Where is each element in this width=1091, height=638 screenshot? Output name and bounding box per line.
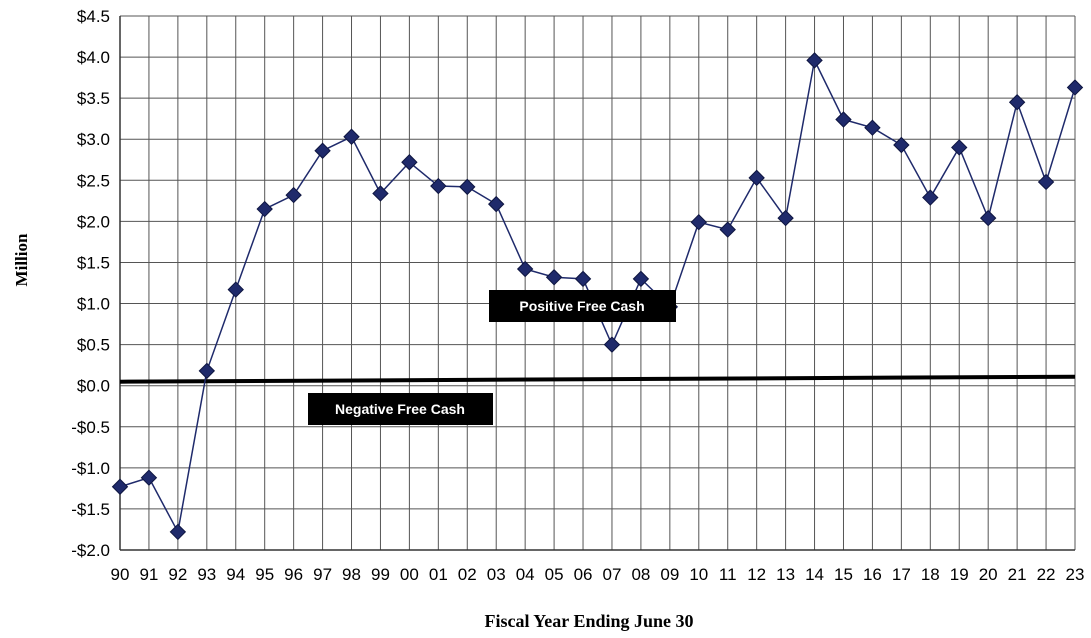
x-tick-label: 98 <box>342 565 361 584</box>
y-tick-label: $3.0 <box>77 130 110 149</box>
x-tick-label: 08 <box>631 565 650 584</box>
x-tick-label: 06 <box>574 565 593 584</box>
data-point-03 <box>488 195 505 213</box>
x-tick-label: 04 <box>516 565 535 584</box>
data-point-05 <box>545 269 563 286</box>
x-tick-labels: 90 91 92 93 94 95 96 97 98 99 00 01 02 03 04 05 06 07 08 09… <box>111 565 1085 584</box>
y-tick-label: $3.5 <box>77 89 110 108</box>
data-point-11 <box>719 221 736 238</box>
data-point-97 <box>314 142 331 159</box>
y-axis-title: Million <box>12 233 31 286</box>
x-tick-label: 12 <box>747 565 766 584</box>
x-tick-label: 00 <box>400 565 419 584</box>
x-tick-label: 05 <box>545 565 564 584</box>
data-point-93 <box>198 362 216 380</box>
data-point-10 <box>690 213 707 231</box>
x-tick-label: 94 <box>226 565 245 584</box>
data-point-18 <box>922 189 939 206</box>
data-point-99 <box>372 185 389 202</box>
data-point-02 <box>459 178 476 196</box>
data-point-16 <box>864 119 881 136</box>
data-point-95 <box>256 200 273 218</box>
y-tick-label: $0.5 <box>77 336 110 355</box>
annotation-negative-label: Negative Free Cash <box>335 401 465 417</box>
data-point-06 <box>574 270 592 288</box>
data-point-23 <box>1066 79 1084 96</box>
grid <box>119 15 1076 551</box>
x-tick-label: 92 <box>168 565 187 584</box>
x-tick-label: 17 <box>892 565 911 584</box>
x-tick-label: 90 <box>111 565 130 584</box>
y-tick-label: -$0.5 <box>71 418 110 437</box>
data-point-94 <box>227 281 244 298</box>
y-tick-label: $4.0 <box>77 48 110 67</box>
x-tick-label: 02 <box>458 565 477 584</box>
x-tick-label: 95 <box>255 565 274 584</box>
y-tick-labels: $4.5 $4.0 $3.5 $3.0 $2.5 $2.0 $1.5 $1.0 $0.5 $0.0… <box>71 7 110 560</box>
y-tick-label: $0.0 <box>77 377 110 396</box>
x-tick-label: 13 <box>776 565 795 584</box>
data-point-04 <box>516 260 534 278</box>
x-tick-label: 10 <box>689 565 708 584</box>
x-tick-label: 03 <box>487 565 506 584</box>
x-tick-label: 19 <box>950 565 969 584</box>
data-point-19 <box>951 139 968 156</box>
data-point-13 <box>777 209 794 227</box>
data-point-91 <box>140 469 158 486</box>
y-tick-label: -$1.5 <box>71 500 110 519</box>
y-tick-label: $2.5 <box>77 171 110 190</box>
data-point-96 <box>285 186 302 204</box>
x-tick-label: 99 <box>371 565 390 584</box>
y-tick-label: $1.5 <box>77 253 110 272</box>
x-tick-label: 21 <box>1008 565 1027 584</box>
annotation-positive-label: Positive Free Cash <box>519 298 644 314</box>
zero-line <box>119 374 1076 384</box>
data-point-17 <box>893 136 910 154</box>
data-point-20 <box>979 209 997 227</box>
y-tick-label: -$2.0 <box>71 541 110 560</box>
data-point-98 <box>343 128 360 145</box>
y-tick-label: $4.5 <box>77 7 110 26</box>
data-point-90 <box>111 478 129 495</box>
x-tick-label: 22 <box>1037 565 1056 584</box>
x-tick-label: 93 <box>197 565 216 584</box>
zero-reference-line <box>119 374 1076 384</box>
x-axis-title: Fiscal Year Ending June 30 <box>484 611 693 631</box>
data-point-12 <box>748 169 765 187</box>
data-point-00 <box>401 154 418 171</box>
x-tick-label: 11 <box>719 565 737 584</box>
axes <box>119 16 1075 551</box>
x-tick-label: 09 <box>660 565 679 584</box>
data-point-07 <box>603 336 621 353</box>
x-tick-label: 96 <box>284 565 303 584</box>
annotation-negative-free-cash: Negative Free Cash <box>308 393 493 425</box>
x-tick-label: 01 <box>429 565 448 584</box>
data-point-14 <box>806 52 823 69</box>
data-point-21 <box>1008 94 1026 111</box>
x-tick-label: 15 <box>834 565 853 584</box>
data-point-08 <box>632 270 650 288</box>
x-tick-label: 91 <box>139 565 158 584</box>
y-tick-label: $1.0 <box>77 295 110 314</box>
y-tick-label: $2.0 <box>77 212 110 231</box>
x-tick-label: 14 <box>805 565 824 584</box>
x-tick-label: 23 <box>1066 565 1085 584</box>
data-point-15 <box>835 111 852 128</box>
x-tick-label: 18 <box>921 565 940 584</box>
x-tick-label: 16 <box>863 565 882 584</box>
x-tick-label: 97 <box>313 565 332 584</box>
data-point-01 <box>430 177 447 195</box>
data-point-22 <box>1037 173 1055 191</box>
x-tick-label: 20 <box>979 565 998 584</box>
data-point-92 <box>169 523 187 541</box>
y-tick-label: -$1.0 <box>71 459 110 478</box>
annotation-positive-free-cash: Positive Free Cash <box>489 290 676 322</box>
x-tick-label: 07 <box>603 565 622 584</box>
